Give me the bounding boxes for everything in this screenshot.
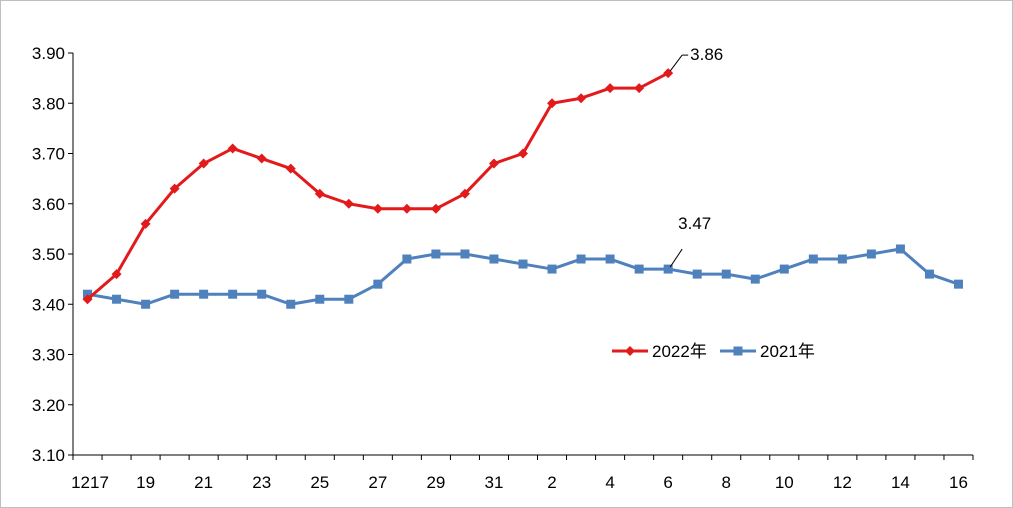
x-tick-label: 25 — [310, 473, 329, 492]
data-point-marker — [634, 83, 645, 94]
y-tick-label: 3.50 — [32, 245, 65, 264]
data-point-marker — [576, 254, 586, 264]
data-point-marker — [518, 259, 528, 269]
x-tick-label: 21 — [194, 473, 213, 492]
data-point-marker — [779, 264, 789, 274]
data-point-marker — [199, 289, 209, 299]
data-point-marker — [372, 203, 383, 214]
legend-label: 2022年 — [652, 342, 707, 361]
x-tick-label: 19 — [136, 473, 155, 492]
data-point-marker — [488, 158, 499, 169]
legend-swatch-marker — [733, 346, 743, 356]
data-point-marker — [227, 143, 238, 154]
data-point-marker — [344, 294, 354, 304]
y-tick-label: 3.20 — [32, 396, 65, 415]
x-tick-label: 1217 — [71, 473, 109, 492]
data-point-marker — [285, 163, 296, 174]
x-tick-label: 29 — [426, 473, 445, 492]
x-tick-label: 12 — [833, 473, 852, 492]
y-tick-label: 3.90 — [32, 44, 65, 63]
y-tick-label: 3.10 — [32, 446, 65, 465]
data-point-marker — [112, 294, 122, 304]
data-point-marker — [373, 279, 383, 289]
data-point-marker — [82, 294, 93, 305]
data-point-marker — [750, 274, 760, 284]
data-point-marker — [286, 299, 296, 309]
data-point-marker — [169, 183, 180, 194]
data-point-marker — [721, 269, 731, 279]
y-tick-label: 3.30 — [32, 346, 65, 365]
callout-label: 3.47 — [678, 214, 711, 233]
y-tick-label: 3.70 — [32, 145, 65, 164]
y-tick-label: 3.40 — [32, 295, 65, 314]
legend-label: 2021年 — [760, 342, 815, 361]
data-point-marker — [808, 254, 818, 264]
x-tick-label: 23 — [252, 473, 271, 492]
data-point-marker — [459, 188, 470, 199]
callout-leader — [669, 54, 683, 72]
data-point-marker — [518, 148, 528, 159]
data-point-marker — [402, 254, 412, 264]
x-tick-label: 6 — [663, 473, 672, 492]
data-point-marker — [634, 264, 644, 274]
data-point-marker — [83, 289, 93, 299]
x-tick-label: 4 — [605, 473, 614, 492]
data-point-marker — [837, 254, 847, 264]
data-point-marker — [692, 269, 702, 279]
x-tick-label: 10 — [775, 473, 794, 492]
data-point-marker — [314, 188, 325, 199]
data-point-marker — [111, 269, 122, 280]
data-point-marker — [315, 294, 325, 304]
data-point-marker — [924, 269, 934, 279]
data-point-marker — [460, 249, 470, 259]
data-point-marker — [257, 289, 267, 299]
callout-label: 3.86 — [690, 45, 723, 64]
data-point-marker — [343, 198, 354, 209]
x-tick-label: 14 — [891, 473, 910, 492]
x-tick-label: 16 — [949, 473, 968, 492]
data-point-marker — [866, 249, 876, 259]
data-point-marker — [256, 153, 267, 164]
data-point-marker — [141, 299, 151, 309]
data-point-marker — [430, 203, 441, 214]
data-point-marker — [576, 93, 587, 104]
data-point-marker — [401, 203, 412, 214]
data-point-marker — [547, 264, 557, 274]
legend-swatch-marker — [625, 346, 635, 356]
callout-leader — [669, 248, 683, 268]
y-tick-label: 3.80 — [32, 94, 65, 113]
data-point-marker — [140, 218, 151, 229]
data-point-marker — [663, 264, 673, 274]
x-tick-label: 2 — [547, 473, 556, 492]
x-tick-label: 27 — [368, 473, 387, 492]
series-line-1 — [87, 247, 959, 306]
data-point-marker — [489, 254, 499, 264]
data-point-marker — [431, 249, 441, 259]
data-point-marker — [605, 83, 616, 94]
x-tick-label: 31 — [485, 473, 504, 492]
data-point-marker — [547, 98, 558, 109]
y-tick-label: 3.60 — [32, 195, 65, 214]
data-point-marker — [170, 289, 180, 299]
data-point-marker — [953, 279, 963, 289]
data-point-marker — [228, 289, 238, 299]
data-point-marker — [198, 158, 209, 169]
data-point-marker — [895, 244, 905, 254]
data-point-marker — [605, 254, 615, 264]
x-tick-label: 8 — [721, 473, 730, 492]
